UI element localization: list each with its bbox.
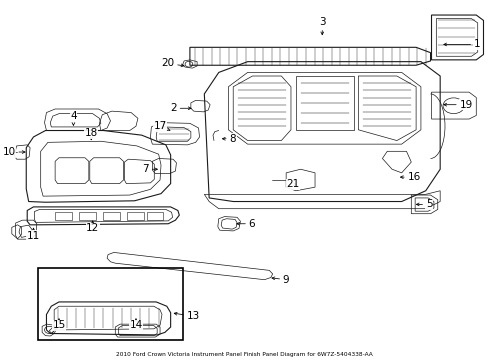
- Text: 15: 15: [52, 319, 65, 330]
- Text: 7: 7: [142, 164, 157, 174]
- Text: 6: 6: [236, 219, 255, 229]
- Text: 3: 3: [318, 17, 325, 35]
- Text: 4: 4: [70, 111, 77, 125]
- Text: 21: 21: [285, 179, 299, 189]
- Text: 18: 18: [84, 129, 98, 140]
- Text: 14: 14: [129, 319, 142, 330]
- Text: 17: 17: [153, 121, 170, 131]
- Text: 1: 1: [443, 40, 480, 49]
- Text: 20: 20: [161, 58, 183, 68]
- Text: 9: 9: [271, 275, 289, 285]
- Text: 5: 5: [415, 199, 431, 210]
- Text: 10: 10: [2, 147, 25, 157]
- Text: 12: 12: [86, 221, 99, 233]
- Text: 13: 13: [174, 311, 200, 321]
- Text: 11: 11: [27, 228, 40, 240]
- Text: 16: 16: [400, 172, 420, 182]
- Text: 2010 Ford Crown Victoria Instrument Panel Finish Panel Diagram for 6W7Z-5404338-: 2010 Ford Crown Victoria Instrument Pane…: [116, 352, 372, 357]
- Text: 8: 8: [222, 134, 236, 144]
- Text: 2: 2: [170, 103, 191, 113]
- Text: 19: 19: [443, 100, 472, 110]
